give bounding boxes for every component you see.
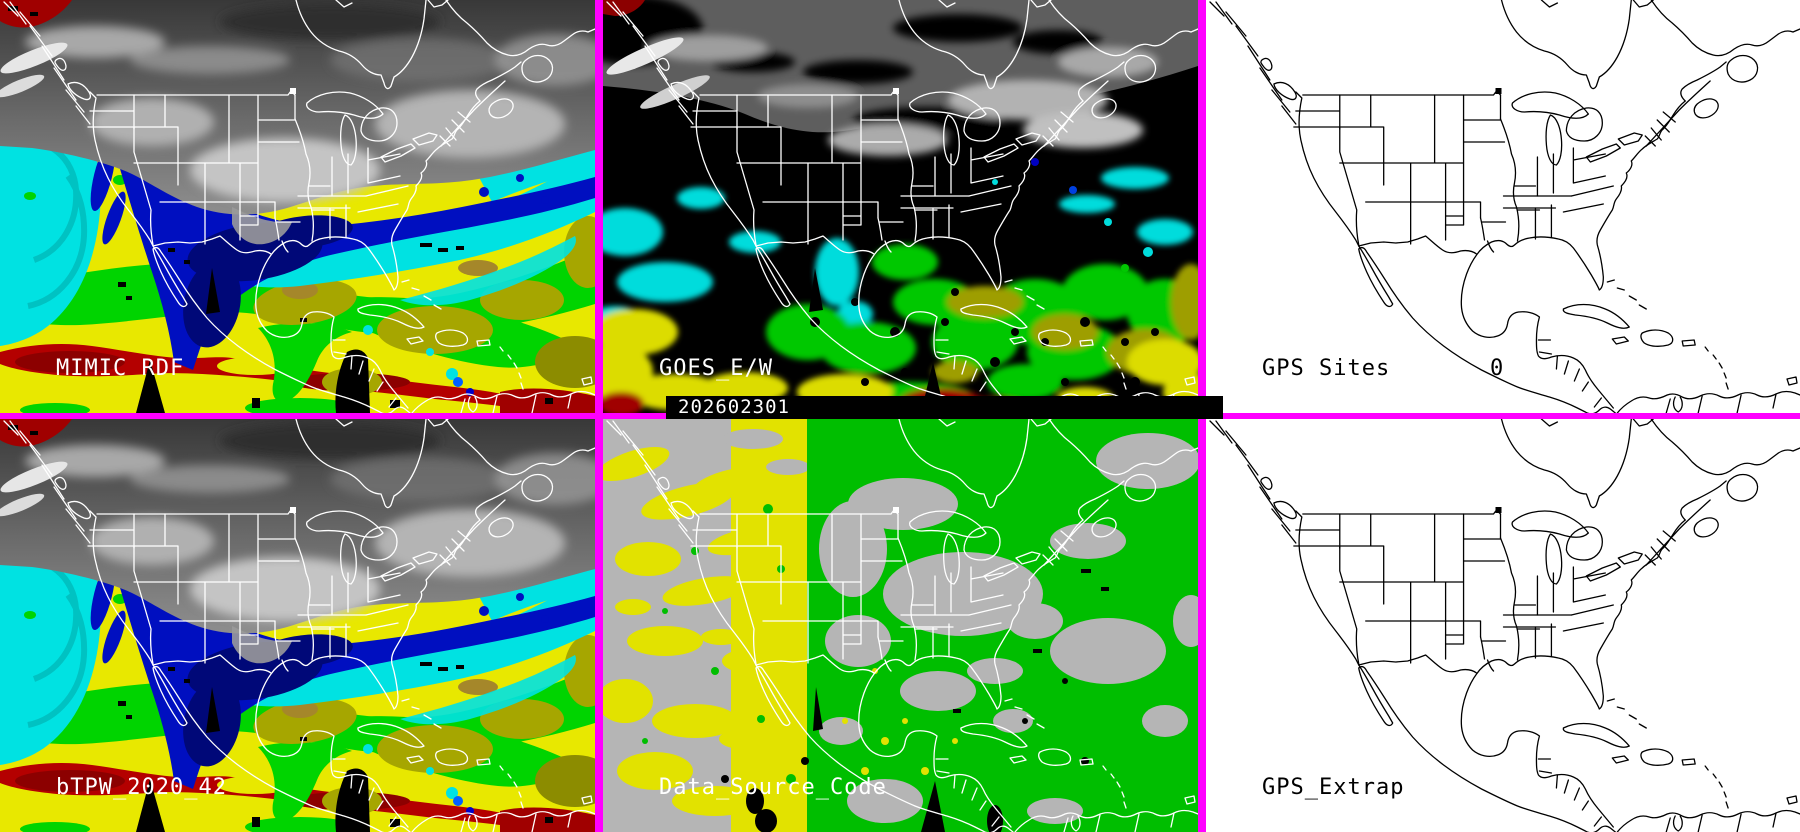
panel-label-gps-sites: GPS Sites [1262, 356, 1391, 381]
gps-sites-count: 0 [1490, 356, 1505, 381]
btpw-map-image [0, 419, 595, 832]
panel-label-goes-ew: GOES_E/W [659, 356, 773, 381]
panel-label-gps-extrap: GPS_Extrap [1262, 775, 1405, 800]
panel-gps-sites: GPS Sites 0 [1206, 0, 1800, 413]
panel-data-source-code: Data_Source_Code [603, 419, 1198, 832]
panel-btpw: bTPW_2020_42 [0, 419, 595, 832]
gps-extrap-map-image [1206, 419, 1800, 832]
panel-label-mimic-rdf: MIMIC RDF [56, 356, 185, 381]
panel-goes-ew: GOES_E/W [603, 0, 1198, 413]
panel-mimic-rdf: MIMIC RDF [0, 0, 595, 413]
gps-sites-map-image [1206, 0, 1800, 413]
panel-label-data-source-code: Data_Source_Code [659, 775, 887, 800]
goes-ew-map-image [603, 0, 1198, 413]
panel-gps-extrap: GPS_Extrap [1206, 419, 1800, 832]
timestamp-bar: 202602301 [666, 396, 1223, 419]
mimic-rdf-map-image [0, 0, 595, 413]
timestamp-text: 202602301 [678, 396, 790, 418]
panel-label-btpw: bTPW_2020_42 [56, 775, 227, 800]
data-source-code-map-image [603, 419, 1198, 832]
